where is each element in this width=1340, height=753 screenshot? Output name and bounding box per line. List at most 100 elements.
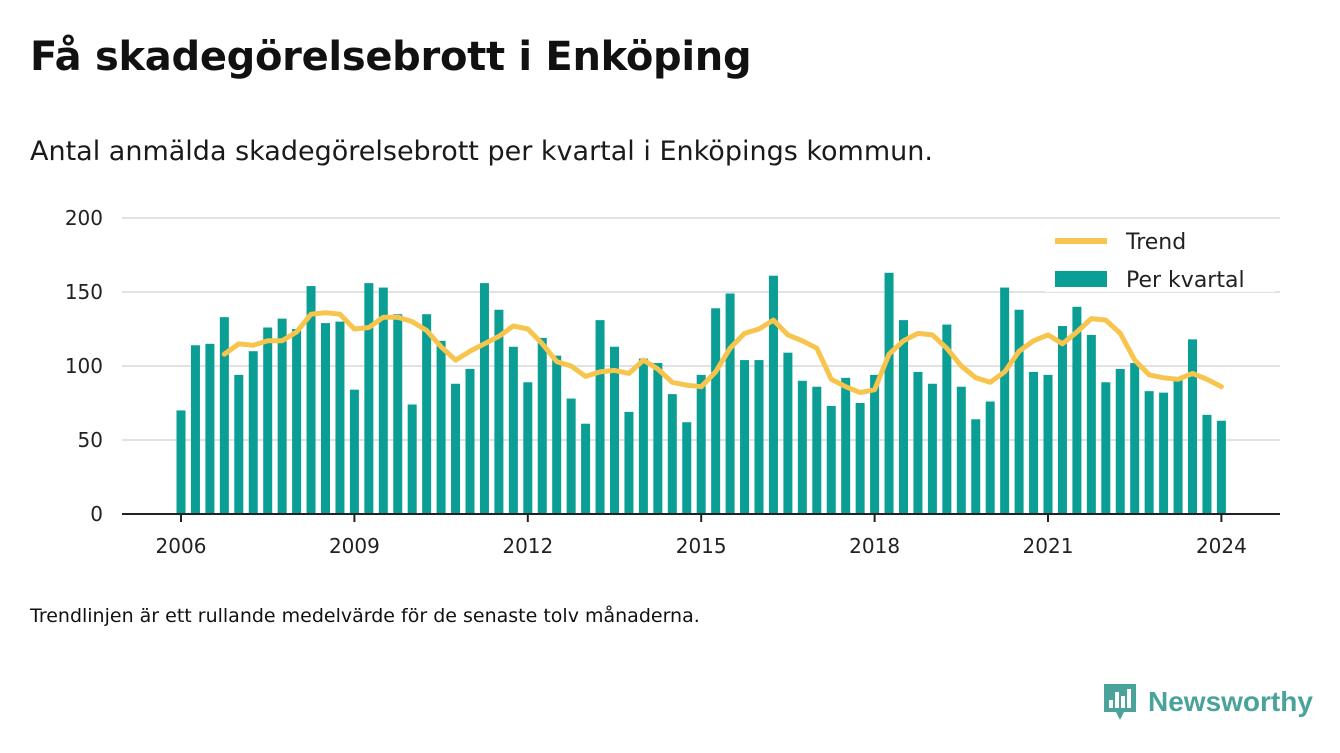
- x-tick-label: 2009: [329, 534, 380, 558]
- bar: [335, 321, 345, 514]
- x-axis: 2006 2009 2012 2015 2018 2021 2024: [122, 513, 1280, 558]
- y-tick-label: 0: [90, 502, 103, 526]
- x-tick-label: 2021: [1023, 534, 1074, 558]
- bar: [1216, 420, 1226, 514]
- bar: [523, 382, 533, 514]
- bar: [610, 346, 619, 514]
- chart-area: 0 50 100 150 200 2006 2009 2012 2015 2018 2021 202…: [65, 206, 1280, 558]
- bar: [349, 389, 359, 514]
- x-tick-label: 2006: [156, 534, 207, 558]
- bar: [899, 320, 908, 514]
- chart-footnote: Trendlinjen är ett rullande medelvärde f…: [30, 605, 700, 627]
- bar: [494, 309, 504, 514]
- bar: [725, 293, 735, 514]
- bar: [219, 317, 229, 514]
- bar: [552, 355, 562, 514]
- bar: [653, 363, 663, 514]
- bar: [1173, 377, 1183, 514]
- newsworthy-logo-icon: [1104, 684, 1136, 720]
- bar: [292, 329, 302, 514]
- bar: [378, 287, 388, 514]
- bar: [407, 404, 417, 514]
- bar: [826, 405, 836, 514]
- bar: [711, 308, 721, 514]
- y-tick-label: 100: [65, 354, 103, 378]
- bar: [321, 323, 330, 514]
- bar: [451, 383, 461, 514]
- bar: [176, 410, 186, 514]
- bar: [1159, 392, 1169, 514]
- x-tick-label: 2024: [1196, 534, 1247, 558]
- bar: [1043, 374, 1053, 514]
- bar-series: [176, 272, 1226, 514]
- bar: [465, 368, 475, 514]
- bar: [595, 320, 605, 514]
- bar: [1057, 326, 1067, 514]
- bar: [913, 371, 923, 514]
- y-tick-label: 50: [78, 428, 103, 452]
- bar: [1115, 368, 1125, 514]
- bar: [985, 401, 995, 514]
- bar: [624, 411, 634, 514]
- brand-logo: Newsworthy: [1102, 682, 1313, 722]
- bar: [696, 374, 706, 514]
- bar: [927, 383, 937, 514]
- bar: [667, 394, 677, 514]
- bar: [205, 343, 215, 514]
- bar: [422, 314, 432, 514]
- bar: [479, 283, 489, 514]
- bar: [740, 360, 750, 514]
- x-tick-label: 2018: [849, 534, 900, 558]
- bar: [971, 419, 981, 514]
- bar: [277, 318, 287, 514]
- bar: [1086, 334, 1096, 514]
- bar: [234, 374, 244, 514]
- bar: [1188, 339, 1197, 514]
- chart-subtitle: Antal anmälda skadegörelsebrott per kvar…: [30, 136, 933, 167]
- bar: [870, 374, 880, 514]
- bar: [306, 286, 316, 514]
- bar: [768, 275, 778, 514]
- y-axis-ticks: 0 50 100 150 200: [65, 206, 103, 526]
- bar: [884, 272, 894, 514]
- brand-name: Newsworthy: [1148, 686, 1313, 717]
- bar: [190, 345, 200, 514]
- x-tick-label: 2012: [502, 534, 553, 558]
- bar: [841, 377, 851, 514]
- legend-bar-label: Per kvartal: [1126, 268, 1245, 293]
- x-tick-label: 2015: [676, 534, 727, 558]
- bar: [812, 386, 822, 514]
- bar: [1000, 287, 1010, 514]
- bar: [956, 386, 966, 514]
- bar: [783, 352, 793, 514]
- bar: [638, 358, 648, 514]
- bar: [1130, 363, 1140, 514]
- bar: [1202, 414, 1212, 514]
- bar: [682, 422, 692, 514]
- legend-trend-label: Trend: [1125, 230, 1186, 255]
- y-tick-label: 150: [65, 280, 103, 304]
- chart-title: Få skadegörelsebrott i Enköping: [30, 34, 752, 80]
- bar: [942, 324, 952, 514]
- bar: [1014, 309, 1024, 514]
- bar: [436, 340, 446, 514]
- trend-line: [221, 310, 1224, 396]
- legend-bar-swatch: [1055, 271, 1107, 287]
- bar: [1101, 382, 1111, 514]
- bar: [1029, 371, 1039, 514]
- bar: [1072, 306, 1082, 514]
- bar: [393, 314, 403, 514]
- bar: [855, 403, 865, 514]
- bar: [797, 380, 807, 514]
- bar: [754, 360, 764, 514]
- bar: [248, 351, 258, 514]
- bar: [581, 423, 591, 514]
- bar: [263, 327, 273, 514]
- trend-series: [221, 310, 1224, 396]
- bar: [508, 346, 518, 514]
- legend: Trend Per kvartal: [1045, 222, 1275, 293]
- bar: [537, 337, 547, 514]
- y-tick-label: 200: [65, 206, 103, 230]
- bar: [1144, 391, 1154, 514]
- bar: [364, 283, 374, 514]
